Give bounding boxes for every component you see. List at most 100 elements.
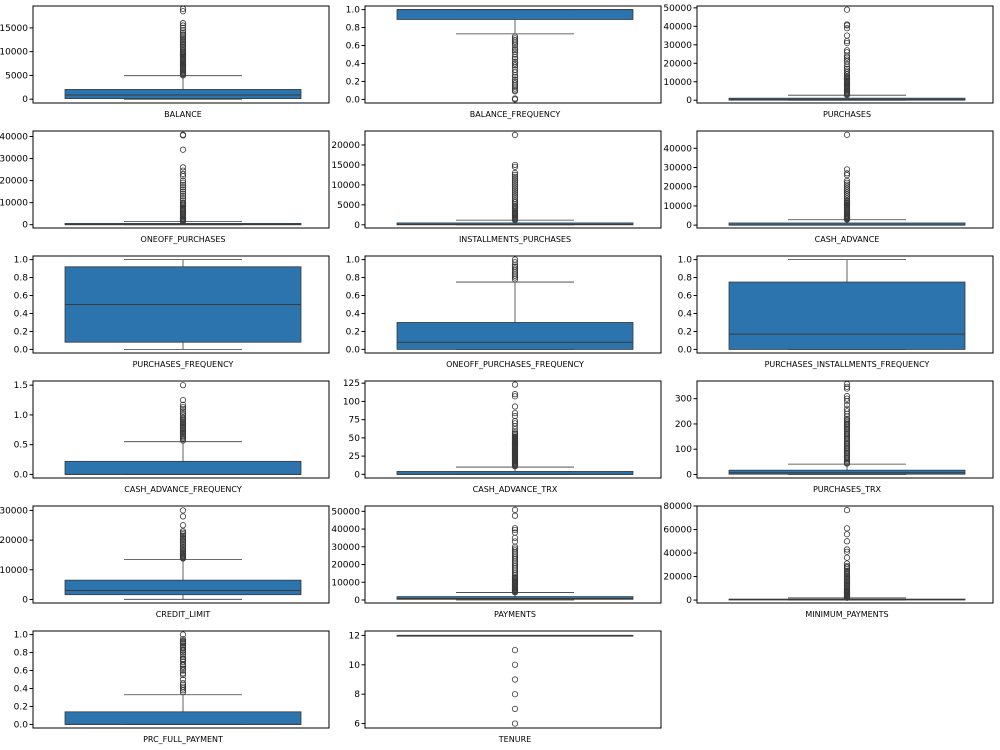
x-axis-label: TENURE [498, 735, 531, 744]
outlier-point [511, 428, 519, 436]
panel-purchases-frequency: 0.0 0.2 0.4 0.6 0.8 1.0 PURCHASES_FREQUENCY [14, 255, 330, 369]
y-tick-label: 0.4 [346, 59, 361, 69]
x-axis-label: PURCHASES_INSTALLMENTS_FREQUENCY [765, 360, 930, 369]
outlier-point [843, 562, 851, 570]
outlier-point [511, 175, 519, 183]
panel-minimum-payments: 0 20000 40000 60000 80000 MINIMUM_PAYMENTS [663, 502, 994, 619]
outlier-point [179, 29, 187, 36]
outlier-point [511, 393, 519, 400]
outlier-point [511, 193, 519, 200]
outlier-point [179, 192, 187, 200]
y-tick-label: 0.6 [14, 292, 29, 302]
y-tick-label: 0.8 [346, 24, 361, 34]
outlier-point [511, 163, 519, 171]
panel-cash-advance: 0 10000 20000 30000 40000 CASH_ADVANCE [663, 130, 994, 244]
outlier-point [843, 538, 851, 545]
outlier-point [179, 186, 187, 193]
axes-frame [696, 255, 994, 354]
x-axis-label: PRC_FULL_PAYMENT [143, 735, 223, 744]
outlier-point [179, 642, 187, 649]
axes-frame [696, 505, 994, 604]
y-tick-label: 10000 [0, 566, 28, 576]
y-tick-label: 10 [349, 661, 361, 671]
panel-installments-purchases: 0 5000 10000 15000 20000 INSTALLMENTS_PURCHAS… [331, 130, 662, 244]
y-tick-label: 40000 [663, 549, 692, 559]
outlier-point [511, 46, 519, 54]
y-tick-label: 0 [686, 596, 692, 606]
outlier-point [843, 6, 851, 13]
panel-purchases: 0 10000 20000 30000 40000 50000 PURCHASES [663, 4, 994, 119]
y-tick-label: 0.0 [346, 95, 361, 105]
outlier-point [843, 49, 851, 56]
y-tick-label: 20000 [0, 177, 28, 187]
outlier-point [511, 197, 519, 204]
outlier-point [179, 655, 187, 662]
outlier-point [511, 512, 519, 519]
outlier-point [511, 60, 519, 67]
axes-frame [364, 130, 662, 229]
y-tick-label: 40000 [331, 525, 360, 535]
outlier-point [511, 189, 519, 196]
outlier-point [511, 95, 519, 102]
outlier-point [511, 173, 519, 181]
outlier-point [843, 405, 851, 412]
outlier-point [511, 525, 519, 532]
y-tick-label: 0.8 [346, 274, 361, 284]
panel-prc-full-payment: 0.0 0.2 0.4 0.6 0.8 1.0 PRC_FULL_PAYMENT [14, 630, 330, 744]
outlier-point [179, 382, 187, 389]
outlier-point [843, 39, 851, 47]
y-tick-label: 10000 [663, 78, 692, 88]
y-tick-label: 0.6 [14, 667, 29, 677]
y-tick-label: 0 [354, 221, 360, 231]
outlier-point [179, 631, 187, 638]
iqr-box [64, 711, 302, 725]
y-tick-label: 25 [349, 452, 360, 462]
y-tick-label: 125 [343, 379, 360, 389]
y-tick-label: 200 [675, 420, 692, 430]
iqr-box [728, 281, 966, 350]
axes-frame [364, 630, 662, 729]
outlier-point [511, 78, 519, 85]
outlier-point [511, 191, 519, 198]
panel-cash-advance-frequency: 0.0 0.5 1.0 1.5 CASH_ADVANCE_FREQUENCY [14, 380, 330, 494]
y-tick-label: 20000 [663, 59, 692, 69]
outlier-point [511, 169, 519, 177]
iqr-box [64, 460, 302, 475]
outlier-point [511, 161, 519, 169]
outlier-point [843, 65, 851, 72]
outlier-point [511, 412, 519, 420]
y-tick-label: 0 [354, 470, 360, 480]
y-tick-label: 50000 [663, 4, 692, 14]
outlier-point [179, 507, 187, 514]
y-tick-label: 1.0 [346, 256, 361, 266]
y-tick-label: 0.5 [14, 441, 28, 451]
outlier-point [511, 263, 519, 270]
y-tick-label: 0.2 [346, 327, 360, 337]
outlier-point [511, 420, 519, 427]
x-axis-label: CASH_ADVANCE [815, 235, 880, 244]
axes-frame [32, 630, 330, 729]
outlier-point [511, 76, 519, 83]
outlier-point [179, 31, 187, 38]
y-tick-label: 0.2 [14, 702, 28, 712]
outlier-point [511, 187, 519, 194]
y-tick-label: 1.0 [678, 256, 693, 266]
outlier-point [843, 401, 851, 409]
outlier-point [511, 181, 519, 188]
outlier-point [179, 635, 187, 643]
iqr-box [396, 596, 634, 600]
outlier-point [843, 554, 851, 561]
x-axis-label: ONEOFF_PURCHASES [141, 235, 226, 244]
y-tick-label: 0 [686, 470, 692, 480]
outlier-point [843, 385, 851, 392]
x-axis-label: PURCHASES [823, 110, 871, 119]
axes-frame [32, 255, 330, 354]
outlier-point [511, 33, 519, 40]
outlier-point [179, 179, 187, 186]
y-tick-label: 20000 [663, 183, 692, 193]
axes-frame [364, 255, 662, 354]
iqr-box [396, 322, 634, 350]
x-axis-label: INSTALLMENTS_PURCHASES [459, 235, 571, 244]
outlier-point [179, 513, 187, 520]
